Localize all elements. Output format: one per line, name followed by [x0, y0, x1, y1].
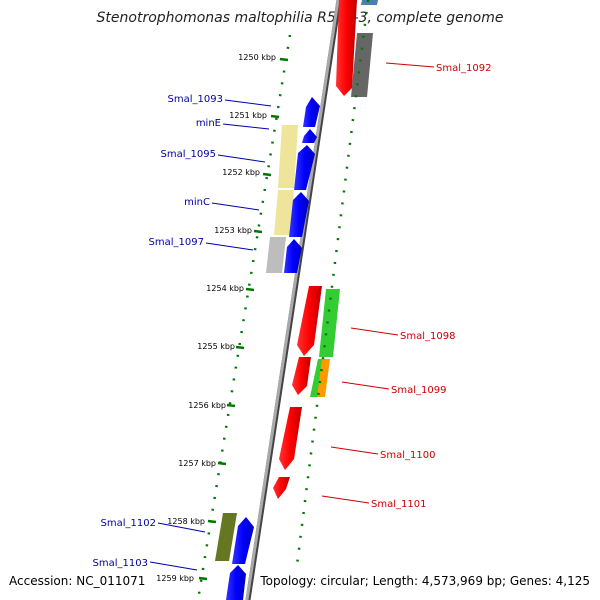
gene-smal-1098 — [297, 286, 322, 356]
gene-label-smal-1100[interactable]: Smal_1100 — [380, 450, 435, 461]
gene-smal-1099 — [292, 357, 311, 395]
gene-label-smal-1095[interactable]: Smal_1095 — [161, 149, 216, 160]
gene-label-mine[interactable]: minE — [196, 118, 221, 129]
gene-smal-1103 — [226, 565, 246, 600]
tick-label: 1257 kbp — [178, 459, 216, 468]
gene-smal-1095 — [294, 145, 315, 190]
leader-smal-1092 — [385, 62, 435, 68]
outer-ring — [295, 0, 370, 566]
leader-smal-1100 — [330, 446, 379, 455]
gene-label-smal-1097[interactable]: Smal_1097 — [149, 237, 204, 248]
gene-smal-1097 — [284, 239, 302, 273]
leader-smal-1098 — [350, 327, 399, 336]
gene-label-smal-1092[interactable]: Smal_1092 — [436, 63, 491, 74]
gene-smal-1092 — [336, 0, 357, 96]
tick-label: 1250 kbp — [238, 53, 276, 62]
gene-label-smal-1102[interactable]: Smal_1102 — [101, 518, 156, 529]
cog-bar-olive — [215, 513, 237, 561]
gene-label-smal-1099[interactable]: Smal_1099 — [391, 385, 446, 396]
leader-smal-1101 — [321, 495, 370, 504]
cog-bar-gray-top — [351, 33, 373, 97]
tick-label: 1258 kbp — [167, 517, 205, 526]
gene-label-minc[interactable]: minC — [184, 197, 210, 208]
leader-smal-1093 — [224, 99, 272, 107]
label-leaders — [149, 62, 435, 571]
tick-label: 1251 kbp — [229, 111, 267, 120]
tick-label: 1255 kbp — [197, 342, 235, 351]
leader-smal-1102 — [157, 522, 206, 533]
gene-mine — [302, 129, 317, 143]
cog-bar-green-1 — [319, 289, 340, 357]
accession-text: Accession: NC_011071 — [9, 574, 146, 588]
gene-smal-1100 — [279, 407, 302, 470]
cog-bar-orange — [317, 359, 330, 397]
leader-smal-1099 — [341, 381, 390, 390]
genes — [226, 0, 357, 600]
gene-minc — [289, 192, 309, 237]
tick-label: 1252 kbp — [222, 168, 260, 177]
gene-smal-1093 — [303, 97, 320, 127]
tick-label: 1254 kbp — [206, 284, 244, 293]
tick-label: 1253 kbp — [214, 226, 252, 235]
gene-label-smal-1098[interactable]: Smal_1098 — [400, 331, 455, 342]
scale-ticks: 1250 kbp 1251 kbp 1252 kbp 1253 kbp 1254… — [156, 53, 289, 583]
cog-bar-blue-top — [361, 0, 378, 5]
gene-labels: Smal_1092 Smal_1093 minE Smal_1095 minC … — [93, 63, 492, 569]
leader-smal-1097 — [205, 242, 254, 251]
map-title: Stenotrophomonas maltophilia R551-3, com… — [96, 10, 504, 26]
backbone — [245, 0, 340, 600]
leader-smal-1103 — [149, 561, 198, 571]
cog-bar-yellow-2 — [274, 190, 294, 235]
gene-label-smal-1101[interactable]: Smal_1101 — [371, 499, 426, 510]
gene-label-smal-1093[interactable]: Smal_1093 — [168, 94, 223, 105]
leader-smal-1095 — [217, 154, 266, 163]
gene-smal-1102 — [232, 517, 254, 564]
cog-bar-yellow-1 — [278, 125, 298, 188]
leader-minc — [211, 202, 260, 211]
cog-bar-gray-mid — [266, 237, 286, 273]
leader-mine — [222, 123, 270, 130]
tick-label: 1259 kbp — [156, 574, 194, 583]
tick-label: 1256 kbp — [188, 401, 226, 410]
gene-label-smal-1103[interactable]: Smal_1103 — [93, 558, 148, 569]
genome-summary-text: Topology: circular; Length: 4,573,969 bp… — [260, 574, 590, 588]
gene-smal-1101 — [273, 477, 290, 499]
cog-bars — [215, 0, 378, 561]
